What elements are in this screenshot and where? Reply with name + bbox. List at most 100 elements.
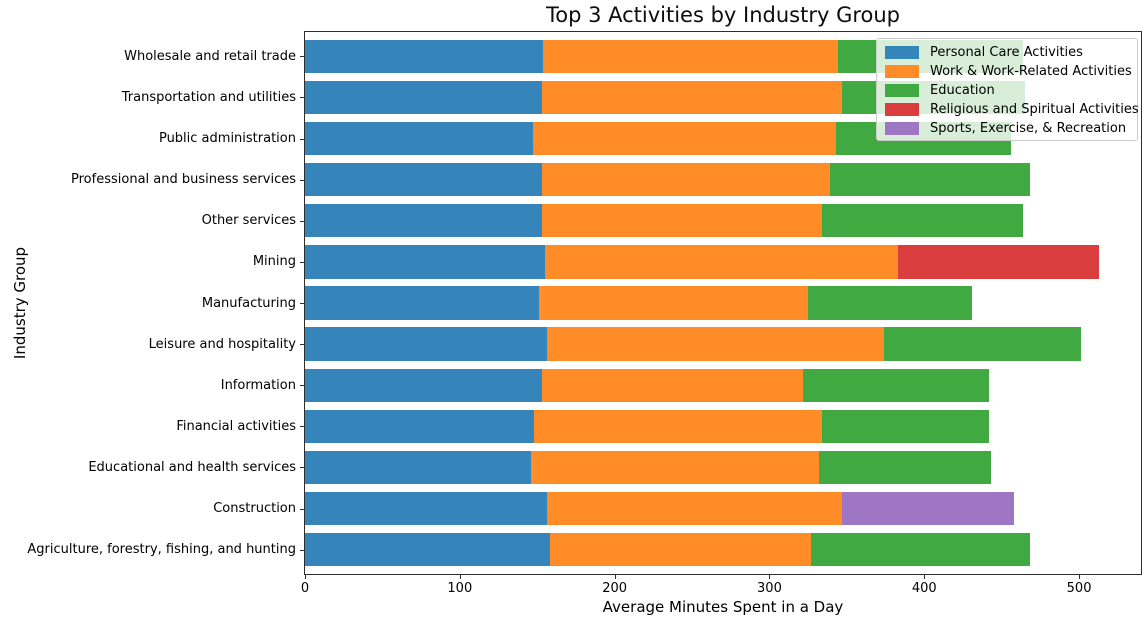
bar-segment (305, 80, 542, 115)
bar-row (305, 533, 1030, 567)
bar-row (305, 162, 1030, 197)
x-tick-mark (305, 575, 306, 579)
legend-item: Work & Work-Related Activities (885, 62, 1132, 81)
bar-segment (883, 327, 1081, 361)
y-tick-label: Public administration (158, 131, 296, 146)
bar-segment (305, 450, 532, 485)
y-tick-label: Information (220, 377, 296, 393)
y-tick-label: Construction (213, 501, 296, 517)
legend-item: Personal Care Activities (885, 43, 1131, 62)
y-tick-mark (300, 220, 304, 222)
bar-segment (305, 39, 544, 73)
bar-row (305, 286, 973, 320)
bar-segment (541, 162, 830, 197)
y-tick-mark (300, 179, 304, 181)
bar-segment (818, 450, 991, 485)
x-tick-label: 400 (911, 581, 937, 596)
bar-row (305, 327, 1081, 361)
bar-segment (305, 204, 542, 238)
legend-item-label: Religious and Spiritual Activities (930, 102, 1139, 117)
bar-row (305, 368, 990, 402)
bar-segment (541, 204, 823, 238)
legend-item: Religious and Spiritual Activities (885, 100, 1139, 119)
bar-segment (822, 204, 1024, 238)
bar-segment (305, 121, 533, 156)
bar-segment (897, 245, 1100, 279)
legend-swatch-icon (885, 103, 919, 116)
x-tick-mark (459, 575, 461, 579)
bar-row (305, 204, 1024, 238)
x-tick-mark (614, 575, 616, 579)
bar-segment (305, 409, 535, 444)
bar-row (305, 450, 991, 485)
legend: Personal Care Activities Work & Work-Rela… (876, 38, 1139, 141)
bar-segment (822, 409, 990, 444)
legend-swatch-icon (885, 122, 919, 135)
y-tick-mark (300, 261, 304, 263)
bar-segment (546, 327, 884, 361)
y-tick-label: Professional and business services (71, 172, 296, 188)
y-tick-label: Mining (252, 254, 296, 270)
x-tick-mark (1079, 575, 1081, 579)
y-tick-mark (300, 426, 304, 428)
bar-segment (305, 368, 542, 402)
bar-segment (305, 245, 545, 279)
bar-segment (546, 491, 843, 526)
y-tick-mark (300, 508, 304, 510)
x-tick-label: 100 (447, 581, 473, 596)
y-tick-label: Agriculture, forestry, fishing, and hunt… (27, 542, 296, 558)
y-tick-label: Educational and health services (88, 459, 296, 475)
y-tick-mark (300, 549, 304, 551)
y-tick-label: Transportation and utilities (121, 89, 296, 105)
legend-item-label: Work & Work-Related Activities (930, 64, 1132, 79)
legend-item: Education (885, 81, 1131, 100)
bar-segment (305, 286, 539, 320)
legend-swatch-icon (885, 84, 919, 97)
legend-item-label: Sports, Exercise, & Recreation (930, 121, 1127, 136)
bar-segment (808, 286, 973, 320)
x-tick-label: 500 (1066, 581, 1092, 596)
legend-swatch-icon (885, 46, 919, 59)
y-tick-mark (300, 138, 304, 140)
bar-row (305, 245, 1100, 279)
y-tick-mark (300, 467, 304, 469)
bar-segment (541, 368, 804, 402)
bar-segment (829, 162, 1030, 197)
y-tick-mark (300, 344, 304, 346)
y-tick-mark (300, 303, 304, 304)
x-tick-mark (769, 575, 771, 579)
legend-swatch-icon (885, 65, 919, 78)
legend-item-label: Personal Care Activities (930, 45, 1083, 60)
y-tick-label: Financial activities (176, 418, 296, 434)
legend-item: Sports, Exercise, & Recreation (885, 119, 1131, 138)
y-tick-mark (300, 97, 304, 99)
x-tick-label: 200 (602, 581, 628, 596)
bar-segment (531, 450, 819, 485)
bar-segment (532, 121, 836, 156)
y-tick-label: Manufacturing (201, 295, 296, 311)
y-tick-mark (300, 385, 304, 387)
bar-segment (842, 491, 1015, 526)
legend-item-label: Education (930, 83, 995, 98)
y-tick-label: Wholesale and retail trade (124, 48, 296, 64)
bar-segment (811, 533, 1030, 567)
bar-segment (541, 80, 843, 115)
bar-segment (538, 286, 809, 320)
bar-segment (305, 327, 547, 361)
y-tick-label: Leisure and hospitality (148, 336, 296, 352)
bar-segment (305, 533, 550, 567)
x-tick-mark (924, 575, 926, 579)
bar-segment (544, 245, 898, 279)
bar-segment (803, 368, 990, 402)
x-tick-label: 300 (757, 581, 782, 596)
bar-row (305, 409, 990, 444)
bar-row (305, 491, 1015, 526)
x-tick-label: 0 (300, 581, 310, 596)
chart-title: Top 3 Activities by Industry Group (545, 3, 901, 27)
bar-segment (534, 409, 823, 444)
bar-segment (549, 533, 812, 567)
y-tick-label: Other services (201, 213, 296, 229)
bar-segment (305, 162, 542, 197)
x-axis-label: Average Minutes Spent in a Day (602, 598, 844, 616)
